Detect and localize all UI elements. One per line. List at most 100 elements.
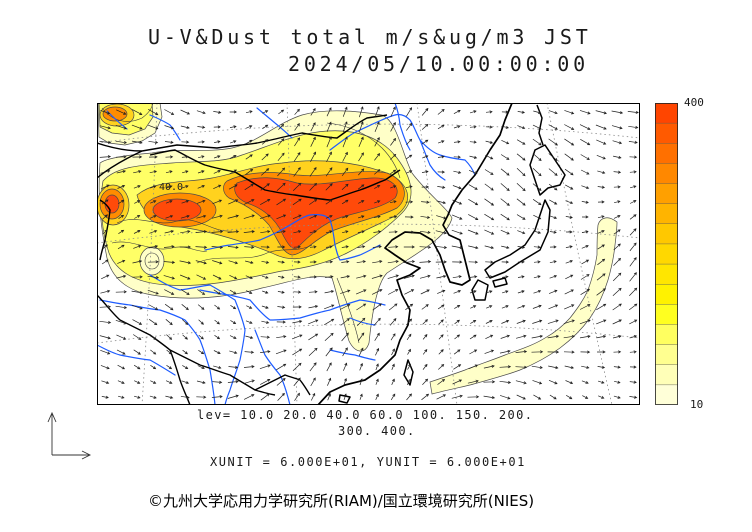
wind-vector (579, 110, 591, 115)
wind-vector (613, 229, 621, 235)
wind-vector (325, 245, 333, 249)
wind-vector (278, 123, 285, 130)
wind-vector (579, 334, 591, 339)
wind-vector (515, 380, 527, 385)
wind-vector (245, 320, 253, 324)
wind-vector (532, 183, 542, 191)
wind-vector (229, 110, 238, 114)
wind-vector (131, 304, 143, 310)
wind-vector (115, 155, 127, 159)
wind-vector (613, 395, 621, 399)
wind-vector (213, 365, 222, 370)
wind-vector (533, 110, 542, 114)
wind-vector (629, 395, 638, 399)
wind-vector (420, 215, 431, 219)
title-datetime: 2024/05/10.00:00:00 (288, 52, 589, 76)
wind-vector (197, 140, 205, 144)
wind-vector (292, 362, 302, 371)
wind-vector (133, 364, 141, 370)
wind-vector (549, 245, 557, 249)
wind-vector (229, 140, 237, 144)
wind-vector (532, 380, 543, 385)
wind-vector (598, 395, 605, 399)
wind-vector (292, 214, 302, 220)
wind-vector (309, 245, 317, 249)
wind-vector (100, 184, 110, 190)
wind-vector (486, 305, 493, 309)
wind-vector (294, 123, 300, 131)
contour-line (116, 219, 233, 232)
wind-vector (565, 200, 574, 205)
wind-vector (133, 185, 141, 189)
wind-vector (549, 230, 557, 234)
wind-vector (197, 289, 206, 295)
wind-vector (451, 214, 463, 220)
wind-vector (437, 109, 445, 115)
wind-vector (261, 305, 269, 309)
wind-vector (437, 378, 446, 385)
wind-vector (149, 229, 158, 234)
wind-vector (116, 349, 126, 355)
colorbar-band (655, 243, 678, 265)
wind-vector (437, 185, 446, 189)
wind-vector (341, 215, 349, 219)
wind-vector (548, 304, 559, 310)
wind-vector (133, 230, 141, 234)
wind-vector (470, 320, 477, 324)
wind-vector (149, 395, 157, 399)
colorbar-frame (655, 103, 678, 405)
wind-vector (405, 185, 413, 189)
wind-vector (421, 123, 429, 130)
wind-vector (613, 350, 622, 354)
wind-vector (548, 289, 558, 294)
wind-vector (292, 319, 303, 324)
wind-vector (343, 393, 347, 401)
wind-vector (230, 305, 237, 310)
wind-vector (391, 378, 395, 385)
wind-vector (485, 154, 494, 160)
wind-vector (357, 184, 365, 190)
border-line (97, 142, 143, 152)
wind-vector (438, 364, 445, 370)
wind-vector (629, 319, 638, 325)
wind-vector (516, 139, 526, 145)
wind-vector (403, 260, 416, 264)
wind-vector (341, 167, 349, 177)
wind-vector (628, 125, 639, 129)
wind-vector (310, 377, 316, 387)
wind-vector (422, 155, 429, 159)
wind-vector (277, 152, 285, 162)
wind-vector (565, 184, 574, 190)
wind-vector (454, 319, 460, 325)
wind-vector (134, 380, 141, 384)
wind-vector (421, 107, 429, 116)
wind-vector (452, 260, 463, 264)
wind-vector (437, 304, 445, 310)
wind-vector (310, 122, 316, 132)
wind-vector (596, 288, 606, 296)
wind-vector (292, 182, 302, 192)
wind-vector (325, 230, 333, 234)
wind-vector (374, 169, 381, 175)
wind-vector (517, 110, 526, 114)
wind-vector (340, 275, 351, 279)
wind-vector (547, 334, 560, 339)
wind-vector (309, 260, 317, 264)
wind-vector (243, 230, 255, 234)
colorbar-band (655, 344, 678, 366)
wind-vector (467, 379, 479, 384)
wind-vector (390, 185, 397, 189)
wind-vector (309, 167, 317, 177)
wind-vector (166, 365, 173, 370)
wind-vector (532, 124, 542, 130)
colorbar (655, 103, 678, 405)
wind-vector (277, 138, 285, 146)
wind-vector (468, 214, 479, 220)
wind-vector (150, 200, 157, 204)
wind-vector (325, 347, 333, 357)
wind-vector (373, 215, 381, 219)
wind-vector (422, 363, 428, 370)
wind-vector (277, 260, 285, 264)
coastline-hokkaido (529, 144, 566, 196)
wind-vector (134, 215, 141, 219)
